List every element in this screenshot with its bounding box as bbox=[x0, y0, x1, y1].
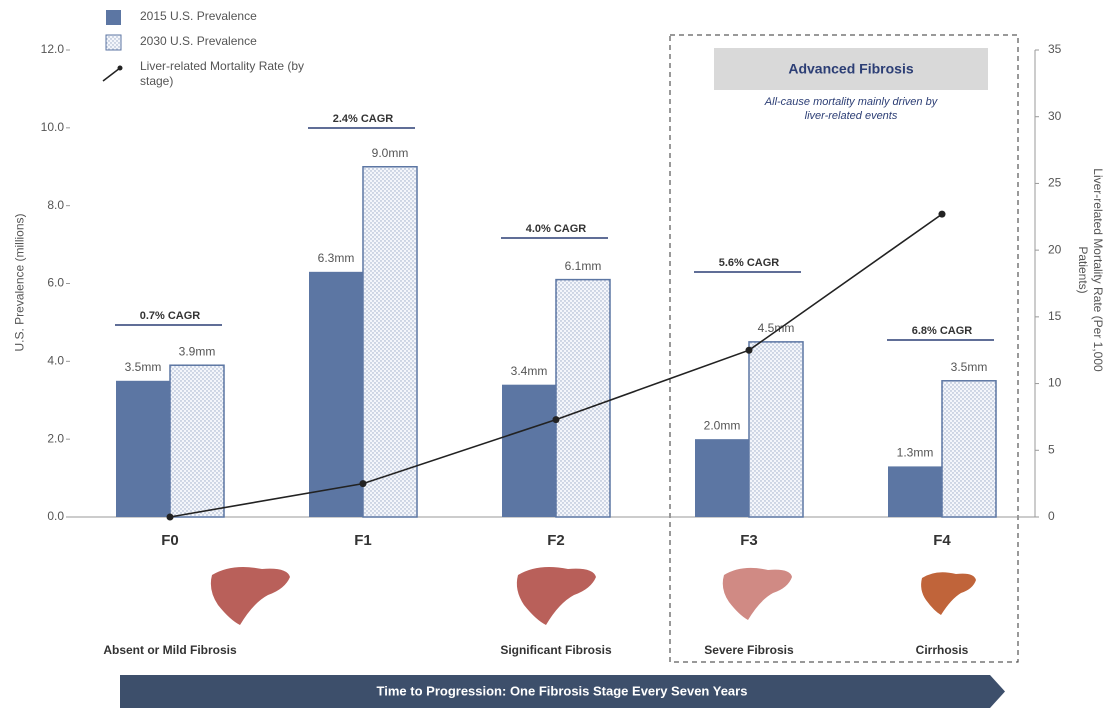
y2-tick-label: 0 bbox=[1048, 509, 1055, 523]
legend-swatch bbox=[117, 65, 123, 71]
value-label: 1.3mm bbox=[897, 446, 934, 460]
bar bbox=[555, 278, 611, 518]
stage-label: Absent or Mild Fibrosis bbox=[103, 643, 237, 657]
cagr-label: 2.4% CAGR bbox=[333, 113, 394, 125]
cagr-label: 5.6% CAGR bbox=[719, 257, 780, 269]
legend-swatch bbox=[102, 67, 121, 82]
y-tick-label: 8.0 bbox=[47, 198, 64, 212]
arrow-label: Time to Progression: One Fibrosis Stage … bbox=[377, 683, 748, 698]
x-tick-label: F0 bbox=[161, 532, 179, 549]
cagr-label: 6.8% CAGR bbox=[912, 325, 973, 337]
y2-tick-label: 35 bbox=[1048, 42, 1062, 56]
bar bbox=[748, 341, 804, 518]
progression-arrow bbox=[120, 675, 1005, 708]
advanced-region bbox=[669, 34, 1019, 663]
bar bbox=[116, 380, 170, 517]
y2-tick-label: 25 bbox=[1048, 176, 1062, 190]
y-tick-label: 12.0 bbox=[41, 42, 65, 56]
cagr-label: 0.7% CAGR bbox=[140, 310, 201, 322]
legend-label: 2030 U.S. Prevalence bbox=[140, 34, 257, 48]
bar bbox=[502, 384, 556, 517]
y-tick-label: 10.0 bbox=[41, 120, 65, 134]
liver-icon bbox=[921, 572, 976, 615]
value-label: 3.9mm bbox=[179, 344, 216, 358]
value-label: 3.4mm bbox=[511, 364, 548, 378]
y2-tick-label: 15 bbox=[1048, 309, 1062, 323]
value-label: 6.3mm bbox=[318, 251, 355, 265]
y2-tick-label: 5 bbox=[1048, 442, 1055, 456]
legend-swatch bbox=[105, 34, 122, 51]
y-tick-label: 6.0 bbox=[47, 276, 64, 290]
stage-label: Significant Fibrosis bbox=[500, 643, 612, 657]
value-label: 3.5mm bbox=[125, 360, 162, 374]
value-label: 2.0mm bbox=[704, 418, 741, 432]
y-tick-label: 0.0 bbox=[47, 509, 64, 523]
livers bbox=[210, 567, 976, 625]
x-tick-label: F1 bbox=[354, 532, 372, 549]
mortality-point bbox=[359, 480, 367, 488]
bar bbox=[941, 380, 997, 518]
y2-tick-label: 30 bbox=[1048, 109, 1062, 123]
mortality-point bbox=[745, 346, 753, 354]
stage-label: Severe Fibrosis bbox=[704, 643, 794, 657]
value-label: 4.5mm bbox=[758, 321, 795, 335]
x-tick-label: F3 bbox=[740, 532, 758, 549]
bar bbox=[309, 271, 363, 517]
x-tick-label: F2 bbox=[547, 532, 565, 549]
region-subtitle: All-cause mortality mainly driven by liv… bbox=[764, 96, 938, 122]
mortality-point bbox=[552, 416, 560, 424]
region-title-box bbox=[714, 48, 988, 90]
y2-tick-label: 10 bbox=[1048, 376, 1062, 390]
legend-swatch bbox=[106, 10, 121, 25]
bar bbox=[695, 439, 749, 517]
stage-label: Cirrhosis bbox=[916, 643, 969, 657]
value-label: 3.5mm bbox=[951, 360, 988, 374]
cagr-label: 4.0% CAGR bbox=[526, 223, 587, 235]
y-tick-label: 2.0 bbox=[47, 431, 64, 445]
mortality-point bbox=[166, 513, 174, 521]
y2-tick-label: 20 bbox=[1048, 242, 1062, 256]
value-label: 6.1mm bbox=[565, 259, 602, 273]
liver-icon bbox=[722, 567, 792, 620]
legend-label: 2015 U.S. Prevalence bbox=[140, 9, 257, 23]
bar bbox=[169, 364, 225, 518]
region-title: Advanced Fibrosis bbox=[788, 61, 913, 77]
liver-icon bbox=[516, 567, 596, 625]
y-axis-label: U.S. Prevalence (millions) bbox=[12, 213, 27, 352]
y-tick-label: 4.0 bbox=[47, 354, 64, 368]
mortality-point bbox=[938, 210, 946, 218]
x-tick-label: F4 bbox=[933, 532, 951, 549]
bar bbox=[362, 166, 418, 518]
value-label: 9.0mm bbox=[372, 146, 409, 160]
bar bbox=[888, 466, 942, 517]
liver-icon bbox=[210, 567, 290, 625]
legend-label: Liver-related Mortality Rate (by stage) bbox=[140, 59, 305, 88]
y2-axis-label: Liver-related Mortality Rate (Per 1,000 … bbox=[1076, 168, 1105, 372]
